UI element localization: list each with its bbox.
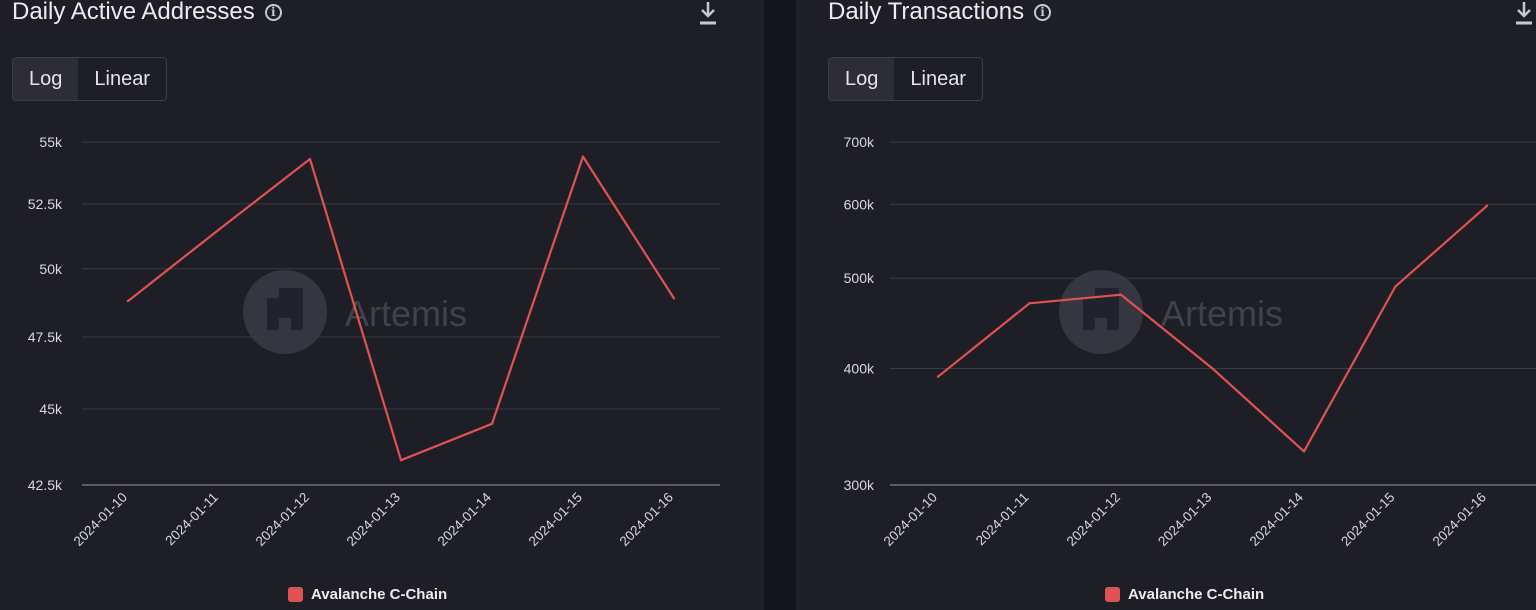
x-tick-label: 2024-01-14 — [435, 489, 495, 549]
data-point — [1028, 302, 1031, 305]
data-point — [581, 155, 585, 158]
data-point — [126, 299, 130, 303]
x-tick-label: 2024-01-12 — [1064, 490, 1123, 549]
scale-toggle: Log Linear — [12, 57, 167, 101]
y-tick-label: 55k — [39, 134, 63, 150]
y-tick-label: 50k — [39, 261, 63, 277]
y-tick-label: 47.5k — [28, 329, 63, 345]
y-tick-label: 300k — [844, 477, 875, 493]
y-tick-label: 52.5k — [28, 196, 63, 212]
chart-title-text: Daily Transactions — [828, 0, 1025, 25]
x-tick-label: 2024-01-14 — [1247, 489, 1307, 549]
legend-label: Avalanche C-Chain — [1128, 586, 1265, 603]
download-icon[interactable] — [1513, 0, 1535, 28]
x-tick-label: 2024-01-10 — [881, 490, 940, 549]
legend-swatch — [288, 587, 303, 602]
panel-divider — [764, 0, 796, 610]
linear-scale-button[interactable]: Linear — [94, 67, 150, 90]
legend-swatch — [1105, 587, 1120, 602]
y-tick-label: 500k — [844, 270, 875, 286]
data-point — [399, 458, 403, 462]
y-tick-label: 42.5k — [28, 477, 63, 493]
y-tick-label: 600k — [844, 196, 875, 212]
chart-title: Daily Transactions i — [828, 0, 1052, 26]
chart-svg: Artemis 300k 400k 500k 600k 700k 2024-01-10 202… — [844, 134, 1536, 549]
y-tick-label: 700k — [844, 134, 875, 150]
download-icon[interactable] — [697, 0, 719, 28]
data-point — [1485, 204, 1489, 207]
data-point — [1119, 293, 1123, 296]
x-tick-label: 2024-01-13 — [1155, 490, 1214, 549]
chart-title: Daily Active Addresses i — [12, 0, 282, 26]
x-tick-label: 2024-01-11 — [973, 490, 1032, 549]
chart-title-text: Daily Active Addresses — [12, 0, 255, 25]
watermark-glyph — [267, 288, 303, 330]
watermark-text: Artemis — [345, 293, 467, 334]
x-tick-label: 2024-01-10 — [71, 490, 130, 549]
watermark-text: Artemis — [1161, 293, 1283, 334]
daily-active-addresses-panel: Daily Active Addresses i Log Linear Arte… — [0, 0, 764, 610]
scale-toggle: Log Linear — [828, 57, 983, 101]
x-tick-label: 2024-01-13 — [344, 490, 403, 549]
data-point — [1302, 450, 1306, 453]
x-tick-label: 2024-01-11 — [162, 490, 221, 549]
data-point — [1394, 285, 1397, 288]
daily-transactions-panel: Daily Transactions i Log Linear Artemis 3… — [796, 0, 1536, 610]
data-point — [217, 228, 221, 231]
legend[interactable]: Avalanche C-Chain — [1105, 586, 1264, 603]
x-tick-label: 2024-01-15 — [1338, 490, 1397, 549]
data-point — [936, 375, 940, 378]
legend[interactable]: Avalanche C-Chain — [288, 586, 447, 603]
x-tick-label: 2024-01-15 — [526, 490, 585, 549]
log-scale-button[interactable]: Log — [13, 58, 79, 100]
x-tick-label: 2024-01-12 — [253, 490, 312, 549]
y-tick-label: 400k — [844, 361, 875, 377]
y-tick-label: 45k — [39, 401, 63, 417]
data-point — [672, 297, 676, 300]
info-icon[interactable]: i — [1034, 3, 1052, 21]
x-tick-label: 2024-01-16 — [1430, 490, 1489, 549]
legend-label: Avalanche C-Chain — [311, 586, 448, 603]
log-scale-button[interactable]: Log — [829, 58, 895, 100]
linear-scale-button[interactable]: Linear — [910, 67, 966, 90]
info-icon[interactable]: i — [264, 3, 282, 21]
chart-svg: Artemis 42.5k 45k 47.5k 50k 52.5k 55k 2024-01-1… — [28, 134, 720, 549]
data-point — [1211, 367, 1214, 370]
data-point — [490, 422, 494, 426]
data-point — [308, 157, 312, 161]
x-tick-label: 2024-01-16 — [617, 490, 676, 549]
